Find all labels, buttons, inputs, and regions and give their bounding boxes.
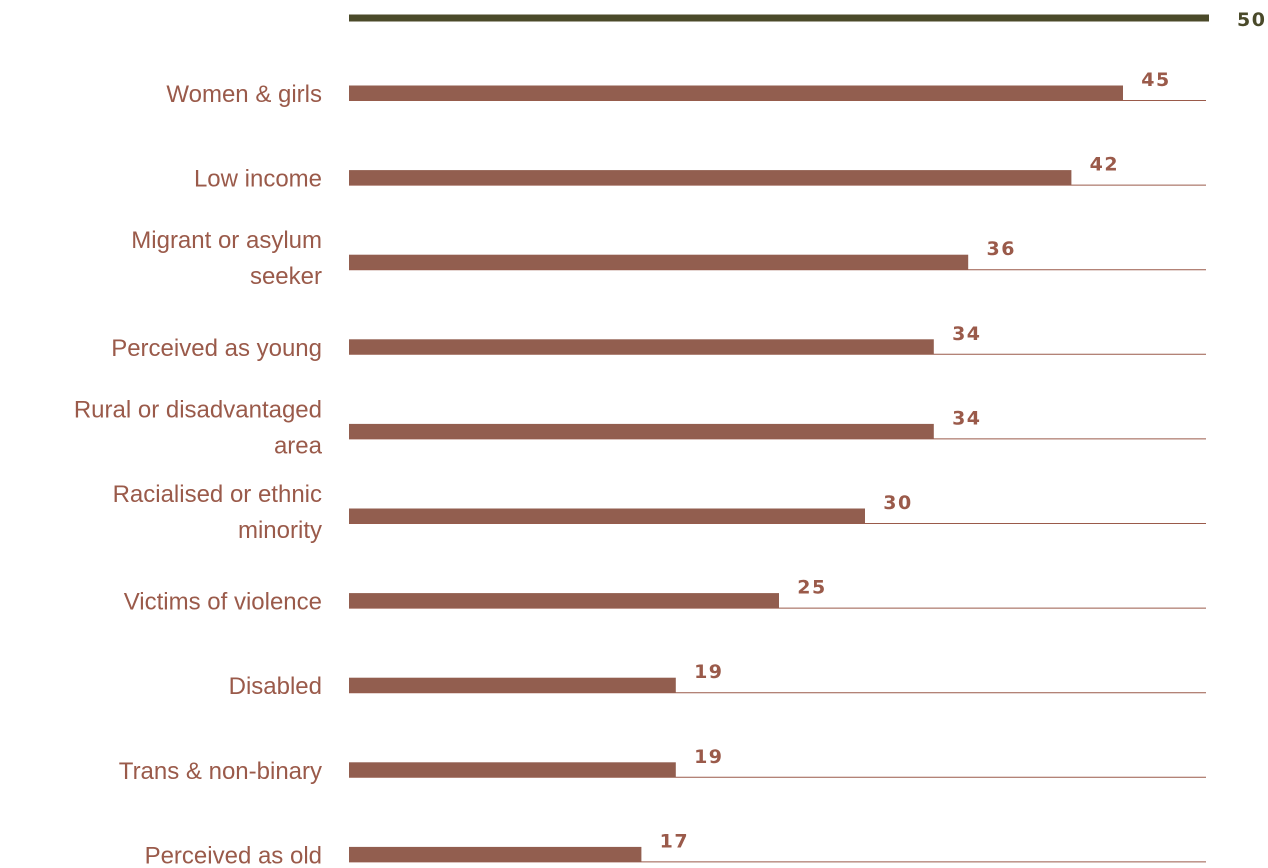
category-label-line: Racialised or ethnic — [113, 481, 322, 508]
category-label-line: Migrant or asylum — [131, 227, 322, 254]
category-label: Disabled — [229, 673, 322, 700]
value-label: 42 — [1090, 154, 1119, 176]
bar — [349, 677, 676, 693]
value-label: 34 — [952, 407, 981, 429]
bar — [349, 85, 1123, 101]
category-label: Low income — [194, 166, 322, 193]
bars-layer: 45 Women & girls 42 Low income 36 Migrant or … — [74, 69, 1206, 868]
category-label: Racialised or ethnic minority — [113, 481, 322, 544]
bar — [349, 254, 969, 270]
bar — [349, 762, 676, 778]
bar — [349, 423, 934, 439]
value-label: 19 — [694, 661, 723, 683]
value-label: 30 — [883, 492, 912, 514]
value-label: 17 — [660, 830, 689, 852]
category-label: Trans & non-binary — [119, 758, 322, 785]
category-label-line: area — [274, 432, 323, 459]
category-label: Victims of violence — [124, 589, 322, 616]
category-label: Perceived as old — [145, 842, 322, 868]
category-label: Women & girls — [166, 81, 322, 108]
bar — [349, 508, 865, 524]
value-label: 34 — [952, 323, 981, 345]
value-label: 45 — [1141, 69, 1170, 91]
category-label-line: Rural or disadvantaged — [74, 396, 322, 423]
category-label: Migrant or asylum seeker — [131, 227, 322, 290]
bar — [349, 593, 779, 609]
value-label: 25 — [797, 577, 826, 599]
bar — [349, 846, 642, 862]
value-label: 19 — [694, 746, 723, 768]
bar — [349, 170, 1072, 186]
bar — [349, 339, 934, 355]
category-label: Perceived as young — [111, 335, 322, 362]
category-label: Rural or disadvantaged area — [74, 396, 323, 459]
value-label: 36 — [986, 238, 1015, 260]
reference-value-label: 50 — [1237, 9, 1266, 31]
category-label-line: minority — [238, 517, 322, 544]
category-label-line: seeker — [250, 263, 322, 290]
